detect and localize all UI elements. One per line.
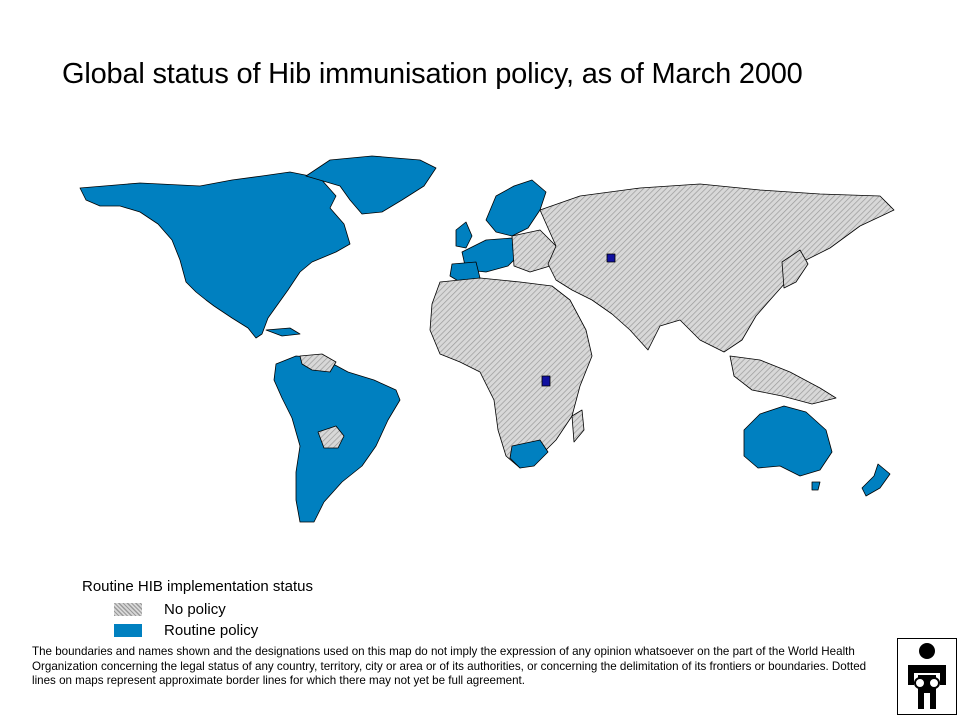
- world-map: [79, 155, 895, 523]
- region-south-africa: [509, 439, 549, 469]
- who-emblem-icon: [897, 638, 957, 715]
- legend-title: Routine HIB implementation status: [82, 578, 313, 595]
- map-title: Global status of Hib immunisation policy…: [62, 58, 803, 90]
- region-tasmania: [811, 481, 821, 491]
- region-bolivia: [317, 425, 345, 449]
- region-north-america: [79, 171, 351, 339]
- region-japan: [781, 249, 809, 289]
- region-east-africa-spot: [541, 375, 551, 387]
- legend: Routine HIB implementation status No pol…: [82, 578, 313, 641]
- legend-swatch-no-policy: [114, 603, 142, 616]
- legend-label-no-policy: No policy: [164, 601, 226, 618]
- region-southeast-asia: [729, 355, 837, 405]
- region-australia: [743, 405, 833, 477]
- legend-swatch-routine-policy: [114, 624, 142, 637]
- disclaimer-text: The boundaries and names shown and the d…: [32, 645, 867, 688]
- region-madagascar: [571, 409, 585, 443]
- region-greenland: [305, 155, 437, 215]
- legend-label-routine-policy: Routine policy: [164, 622, 259, 639]
- region-venezuela: [299, 353, 337, 373]
- legend-item-routine-policy: Routine policy: [82, 620, 313, 641]
- legend-item-no-policy: No policy: [82, 599, 313, 620]
- region-new-zealand: [861, 463, 891, 497]
- region-asia: [539, 183, 895, 353]
- region-uk: [455, 221, 473, 249]
- region-scandinavia: [485, 179, 547, 237]
- region-africa: [429, 277, 593, 469]
- region-cuba: [265, 327, 301, 337]
- region-kazakhstan-spot: [606, 253, 616, 263]
